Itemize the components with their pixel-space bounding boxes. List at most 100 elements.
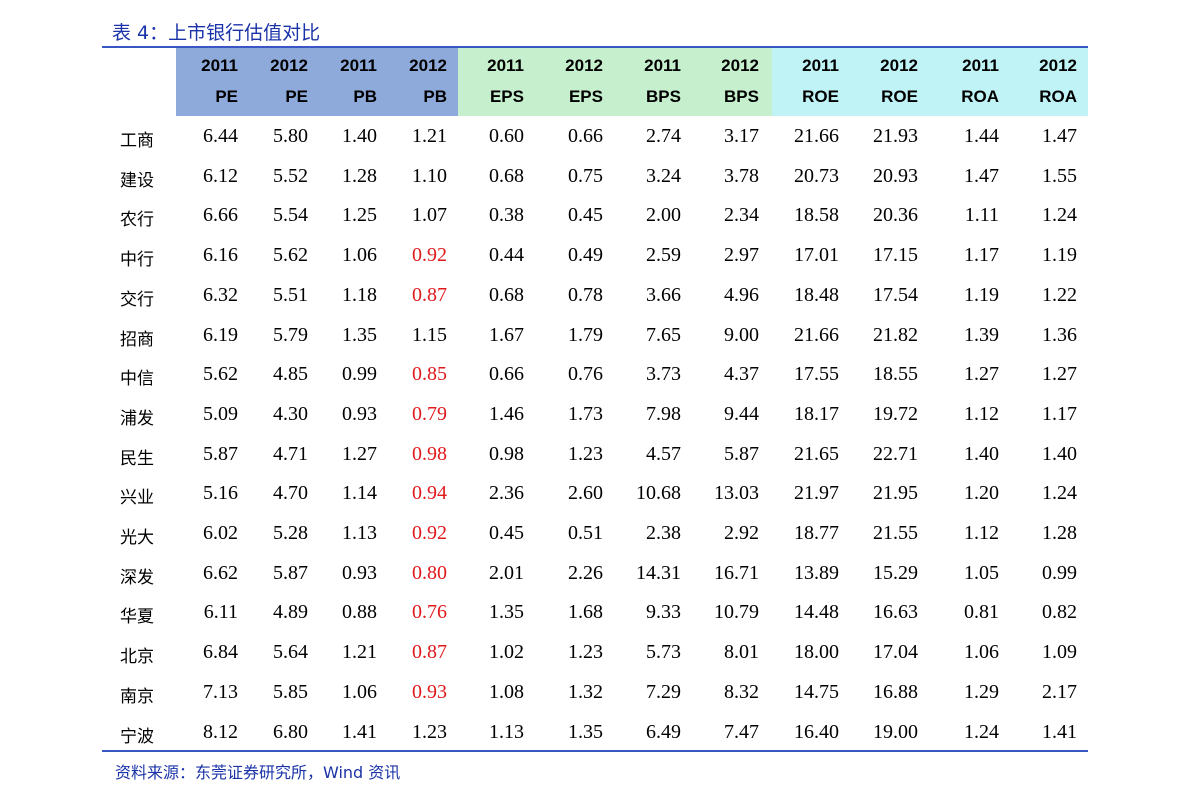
table-cell: 1.12 (964, 402, 999, 425)
table-cell: 1.79 (568, 323, 603, 346)
table-cell: 1.08 (489, 680, 524, 703)
column-header-metric: PE (285, 87, 308, 106)
table-cell: 3.24 (646, 164, 681, 187)
table-cell: 5.54 (273, 204, 308, 227)
table-bottom-rule (102, 750, 1088, 752)
table-cell: 0.68 (489, 164, 524, 187)
table-cell: 0.99 (342, 363, 377, 386)
table-cell: 1.27 (964, 363, 999, 386)
table-cell: 0.45 (568, 204, 603, 227)
table-cell: 2.26 (568, 561, 603, 584)
table-cell: 7.13 (203, 680, 238, 703)
table-cell: 9.44 (724, 402, 759, 425)
table-cell: 1.41 (342, 720, 377, 743)
column-header-year: 2012 (409, 56, 447, 75)
table-top-rule (102, 46, 1088, 48)
column-header-year: 2011 (644, 56, 681, 75)
table-cell: 1.47 (964, 164, 999, 187)
table-cell: 4.37 (724, 363, 759, 386)
table-cell: 21.95 (873, 482, 918, 505)
column-header-metric: BPS (724, 87, 759, 106)
table-cell: 0.98 (489, 442, 524, 465)
column-header-metric: EPS (568, 87, 603, 106)
table-cell: 0.92 (412, 522, 447, 544)
table-cell: 5.51 (273, 283, 308, 306)
table-cell: 5.85 (273, 680, 308, 703)
table-cell: 9.33 (646, 601, 681, 624)
table-cell: 18.55 (873, 363, 918, 386)
table-cell: 21.55 (873, 522, 918, 544)
table-cell: 17.01 (794, 244, 839, 267)
table-cell: 1.19 (1042, 244, 1077, 267)
table-cell: 16.88 (873, 680, 918, 703)
table-cell: 1.10 (412, 164, 447, 187)
table-cell: 5.16 (203, 482, 238, 505)
column-header-year: 2011 (962, 56, 999, 75)
table-cell: 0.60 (489, 125, 524, 147)
column-header-year: 2012 (721, 56, 759, 75)
header-band-pe-pb (176, 48, 458, 116)
table-cell: 0.93 (342, 561, 377, 584)
table-cell: 16.40 (794, 720, 839, 743)
table-cell: 0.75 (568, 164, 603, 187)
table-cell: 0.94 (412, 482, 447, 505)
table-cell: 0.88 (342, 601, 377, 624)
column-header-metric: ROE (802, 87, 839, 106)
column-header-metric: ROE (881, 87, 918, 106)
table-cell: 5.28 (273, 522, 308, 544)
column-header: 2012 PE (238, 48, 308, 116)
table-cell: 0.68 (489, 283, 524, 306)
bank-name: 宁波 (120, 726, 154, 747)
table-cell: 1.40 (1042, 442, 1077, 465)
table-cell: 4.96 (724, 283, 759, 306)
table-cell: 2.36 (489, 482, 524, 505)
table-cell: 4.57 (646, 442, 681, 465)
table-cell: 21.93 (873, 125, 918, 147)
table-cell: 3.73 (646, 363, 681, 386)
table-cell: 0.38 (489, 204, 524, 227)
table-cell: 0.79 (412, 402, 447, 425)
table-cell: 5.52 (273, 164, 308, 187)
table-cell: 14.75 (794, 680, 839, 703)
table-cell: 18.48 (794, 283, 839, 306)
table-cell: 8.32 (724, 680, 759, 703)
table-cell: 20.36 (873, 204, 918, 227)
source-note: 资料来源：东莞证券研究所，Wind 资讯 (115, 763, 401, 782)
table-cell: 1.35 (342, 323, 377, 346)
column-header-year: 2012 (565, 56, 603, 75)
table-cell: 1.44 (964, 125, 999, 147)
bank-name: 北京 (120, 647, 154, 668)
table-cell: 17.04 (873, 641, 918, 664)
column-header: 2011 BPS (611, 48, 681, 116)
table-cell: 2.60 (568, 482, 603, 505)
column-header-metric: EPS (489, 87, 524, 106)
table-cell: 17.15 (873, 244, 918, 267)
header-band-eps-bps (458, 48, 772, 116)
column-header-metric: PE (215, 87, 238, 106)
bank-name: 工商 (120, 131, 154, 151)
bank-name: 交行 (120, 289, 154, 310)
table-cell: 9.00 (724, 323, 759, 346)
table-cell: 5.73 (646, 641, 681, 664)
table-cell: 1.24 (964, 720, 999, 743)
table-cell: 3.66 (646, 283, 681, 306)
table-cell: 5.09 (203, 402, 238, 425)
table-cell: 18.17 (794, 402, 839, 425)
bank-name: 农行 (120, 210, 154, 231)
table-cell: 8.12 (203, 720, 238, 743)
table-cell: 0.85 (412, 363, 447, 386)
table-cell: 6.62 (203, 561, 238, 584)
table-cell: 1.17 (1042, 402, 1077, 425)
table-cell: 15.29 (873, 561, 918, 584)
table-cell: 2.00 (646, 204, 681, 227)
table-cell: 1.29 (964, 680, 999, 703)
table-cell: 0.66 (489, 363, 524, 386)
table-cell: 1.13 (342, 522, 377, 544)
table-cell: 7.29 (646, 680, 681, 703)
table-cell: 1.19 (964, 283, 999, 306)
table-cell: 3.17 (724, 125, 759, 147)
table-cell: 1.06 (342, 244, 377, 267)
table-cell: 0.98 (412, 442, 447, 465)
table-cell: 0.78 (568, 283, 603, 306)
table-cell: 4.70 (273, 482, 308, 505)
